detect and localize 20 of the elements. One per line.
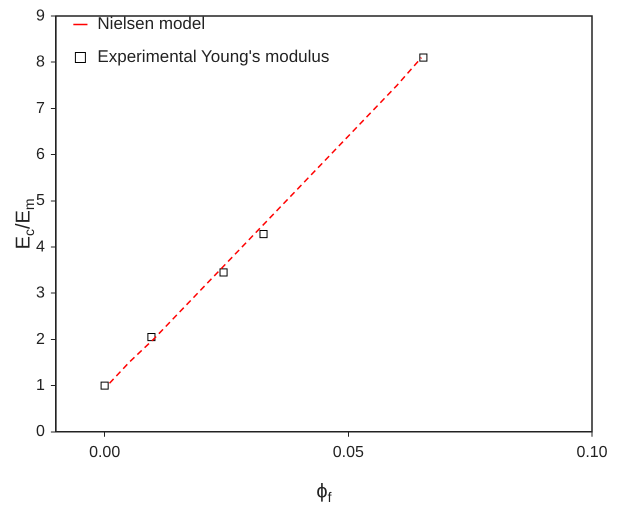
y-tick-label: 8 [36, 54, 45, 71]
y-tick-label: 5 [36, 192, 45, 210]
y-tick-label: 9 [36, 7, 45, 24]
x-tick-label: 0.00 [89, 444, 120, 461]
y-axis-title: Ec/Em [12, 198, 37, 250]
point [100, 382, 109, 390]
point [259, 230, 268, 238]
y-tick-label: 6 [36, 146, 45, 164]
x-tick-label: 0.10 [576, 444, 608, 461]
y-tick-label: 1 [36, 377, 45, 394]
legend-label: Nielsen model [97, 14, 206, 34]
y-tick-label: 2 [36, 330, 45, 348]
y-tick-label: 4 [36, 238, 45, 256]
point [419, 54, 428, 62]
y-tick-label: 7 [36, 100, 45, 117]
point [220, 268, 228, 276]
legend-label: Experimental Young's modulus [97, 47, 330, 66]
y-tick-label: 3 [36, 284, 45, 302]
x-tick-label: 0.05 [332, 444, 364, 461]
y-tick-label: 0 [36, 423, 45, 440]
